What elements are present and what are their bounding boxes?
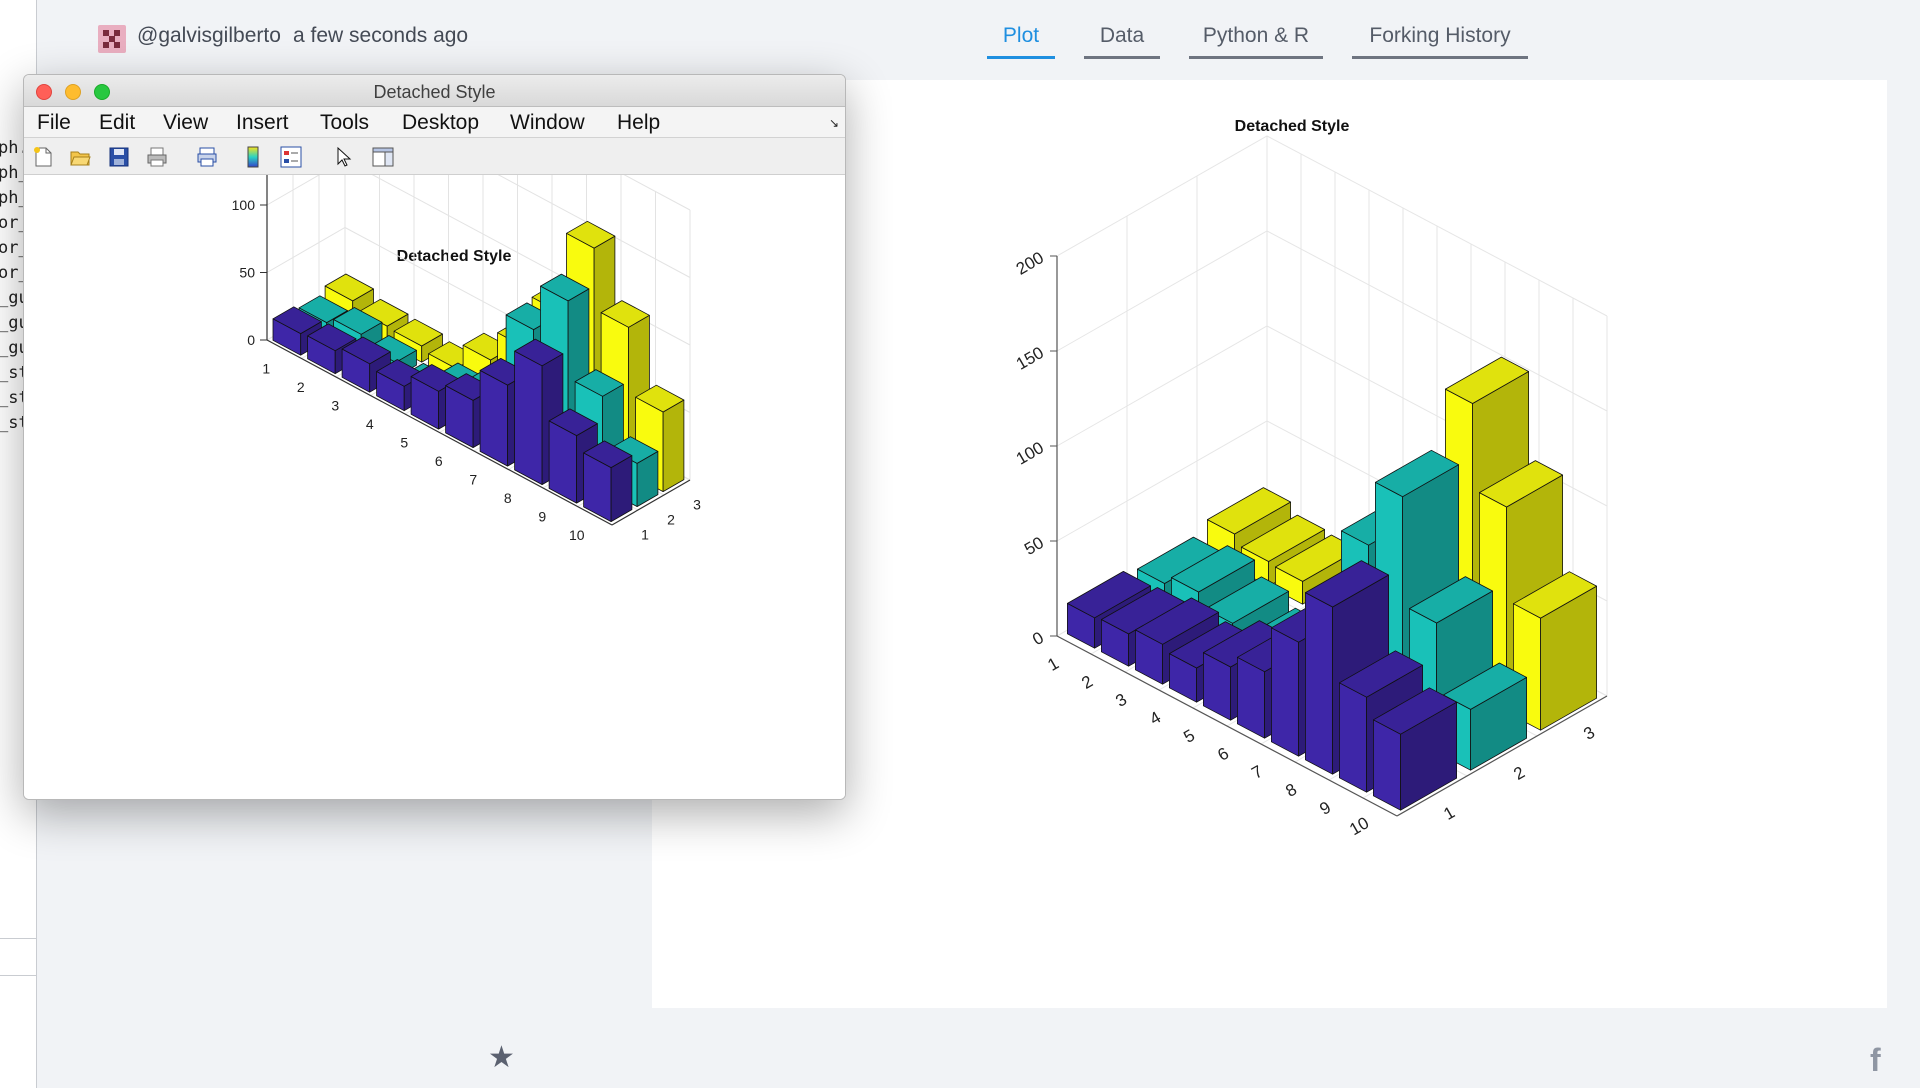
bar [1373,687,1457,811]
x-tick-label: 2 [297,379,305,395]
z-tick-label: 0 [1029,628,1047,649]
x-tick-label: 10 [569,527,585,543]
editor-line: _gu [0,288,29,308]
zoom-window-button[interactable] [94,84,110,100]
editor-line: ph. [0,138,29,158]
z-tick-label: 150 [1013,343,1047,374]
new-figure-icon[interactable] [32,146,54,168]
menu-view[interactable]: View [163,111,209,134]
editor-line: ph_ [0,188,29,208]
x-tick-label: 9 [538,508,546,524]
detached-figure-window[interactable]: Detached Style File Edit View Insert Too… [23,74,846,800]
chart-bars [1066,356,1597,811]
y-tick-label: 3 [1580,723,1598,744]
window-titlebar[interactable]: Detached Style [24,75,845,107]
x-tick-label: 4 [1146,708,1164,729]
editor-divider [0,975,36,976]
x-tick-label: 6 [1214,744,1232,765]
menu-insert[interactable]: Insert [236,111,289,134]
x-tick-label: 1 [262,360,270,376]
editor-line: _gu [0,338,29,358]
editor-line: _st [0,413,29,433]
resize-toolbar-icon[interactable]: ↘ [828,116,839,130]
plot-panel: Detached Style 0 50 100 150 200 1 2 3 4 5 6 7 8 9 10 1 2 3 [652,80,1887,1008]
x-tick-label: 4 [366,416,374,432]
editor-line: ph_ [0,163,29,183]
user-avatar[interactable] [98,25,126,53]
x-tick-label: 8 [504,490,512,506]
z-tick-label: 200 [1013,248,1047,279]
username-link[interactable]: @galvisgilberto [137,24,281,47]
facebook-icon[interactable]: f [1870,1042,1881,1078]
timestamp: a few seconds ago [293,24,469,47]
z-tick-label: 50 [1021,533,1047,559]
editor-line: or_ [0,238,29,258]
x-tick-label: 2 [1078,672,1096,693]
save-icon[interactable] [108,146,130,168]
y-tick-label: 2 [1510,763,1528,784]
y-tick-label: 1 [1440,803,1458,824]
menu-file[interactable]: File [37,111,71,134]
menu-tools[interactable]: Tools [320,111,370,134]
menu-window[interactable]: Window [510,111,585,134]
editor-line: _st [0,363,29,383]
x-tick-label: 5 [400,434,408,450]
x-tick-label: 1 [1044,654,1062,675]
figure-toolbar [24,137,845,175]
x-tick-label: 3 [1112,690,1130,711]
open-file-icon[interactable] [69,146,91,168]
minimize-window-button[interactable] [65,84,81,100]
editor-divider [0,938,36,939]
x-tick-label: 7 [1248,762,1266,783]
editor-line: _st [0,388,29,408]
y-tick-label: 1 [641,527,649,543]
y-tick-label: 3 [693,497,701,513]
x-tick-label: 3 [331,397,339,413]
show-plot-tools-icon[interactable] [372,146,394,168]
z-tick-label: 50 [239,265,255,281]
chart-bars [272,220,685,523]
x-tick-label: 7 [469,471,477,487]
x-tick-label: 9 [1316,798,1334,819]
menubar: File Edit View Insert Tools Desktop Wind… [24,107,845,137]
x-tick-label: 8 [1282,780,1300,801]
close-window-button[interactable] [36,84,52,100]
print-icon[interactable] [146,146,168,168]
tab-python-r[interactable]: Python & R [1189,24,1323,59]
y-tick-label: 2 [667,512,675,528]
z-tick-label: 0 [247,332,255,348]
star-icon[interactable]: ★ [488,1041,515,1074]
edit-plot-arrow-icon[interactable] [332,146,354,168]
print-preview-icon[interactable] [196,146,218,168]
editor-line: or_ [0,263,29,283]
editor-line: _gu [0,313,29,333]
x-tick-label: 10 [1346,813,1372,839]
bar [583,440,633,523]
editor-line: or_ [0,213,29,233]
colorbar-icon[interactable] [242,146,264,168]
z-tick-label: 100 [232,197,256,213]
x-tick-label: 6 [435,453,443,469]
menu-desktop[interactable]: Desktop [402,111,480,134]
menu-edit[interactable]: Edit [99,111,136,134]
x-tick-label: 5 [1180,726,1198,747]
tab-data[interactable]: Data [1084,24,1160,59]
tab-forking-history[interactable]: Forking History [1352,24,1528,59]
menu-help[interactable]: Help [617,111,661,134]
legend-icon[interactable] [280,146,302,168]
window-title: Detached Style [373,82,496,102]
chart-title: Detached Style [1235,118,1350,135]
z-tick-label: 100 [1013,438,1047,469]
tab-plot[interactable]: Plot [987,24,1055,59]
